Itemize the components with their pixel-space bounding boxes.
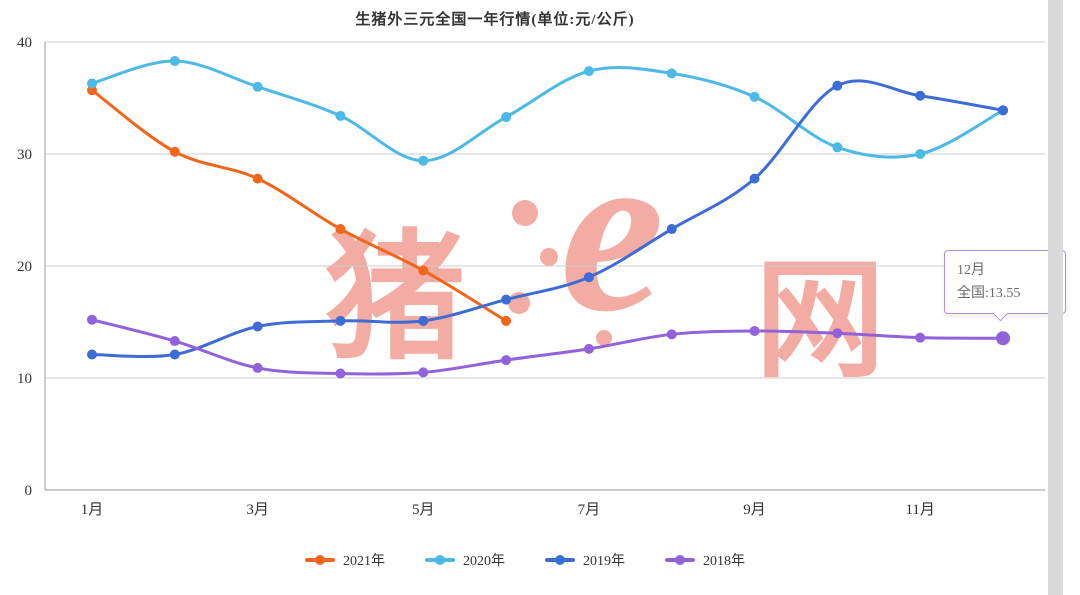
data-point-2019年[interactable] [666,224,677,235]
data-point-2020年[interactable] [335,110,346,121]
legend-marker-2019-icon [545,555,575,565]
data-point-2019年[interactable] [832,80,843,91]
data-point-2020年[interactable] [418,155,429,166]
data-point-2019年[interactable] [418,315,429,326]
data-point-2020年[interactable] [749,91,760,102]
legend-item-2018[interactable]: 2018年 [665,550,745,570]
data-point-2020年[interactable] [583,66,594,77]
legend-label: 2021年 [343,554,385,569]
data-point-2018年[interactable] [832,328,843,339]
legend-item-2019[interactable]: 2019年 [545,550,625,570]
data-point-2019年[interactable] [749,173,760,184]
legend-marker-2018-icon [665,555,695,565]
y-axis-tick-label: 10 [17,371,32,387]
data-point-2021年[interactable] [501,315,512,326]
x-axis-tick-label: 3月 [246,502,269,518]
data-point-2018年[interactable] [749,325,760,336]
data-point-2021年[interactable] [252,173,263,184]
data-point-2020年[interactable] [915,149,926,159]
data-point-2020年[interactable] [87,78,97,89]
data-point-2019年[interactable] [998,105,1008,116]
data-point-2020年[interactable] [501,112,512,123]
legend-label: 2019年 [583,554,625,569]
data-point-2018年[interactable] [666,329,677,340]
series-line-2018年 [90,318,1005,376]
tooltip: 12月 全国:13.55 [944,250,1066,322]
data-point-2018年[interactable] [915,332,926,343]
legend-label: 2018年 [703,554,745,569]
data-point-2020年[interactable] [169,56,180,67]
x-axis-tick-label: 5月 [412,502,435,518]
y-axis-tick-label: 30 [17,147,32,163]
data-point-2020年[interactable] [832,142,843,153]
legend-marker-2021-icon [305,555,335,565]
data-point-2019年[interactable] [335,315,346,326]
series-line-2021年 [90,88,508,323]
data-point-2019年[interactable] [87,349,97,360]
data-point-2018年[interactable] [335,368,346,379]
data-point-2019年[interactable] [169,349,180,360]
data-point-2021年[interactable] [335,224,346,235]
data-point-2018年[interactable] [418,367,429,378]
tooltip-month: 12月 [957,263,985,278]
y-axis-tick-label: 40 [17,35,32,51]
x-axis-tick-label: 11月 [905,502,934,518]
data-point-2021年[interactable] [418,265,429,276]
data-point-2019年[interactable] [252,321,263,332]
data-point-2018年[interactable] [501,355,512,366]
data-point-2019年[interactable] [915,90,926,101]
x-axis-tick-label: 7月 [578,502,601,518]
data-point-2021年[interactable] [169,146,180,157]
data-point-2020年[interactable] [252,81,263,92]
data-point-2018年[interactable] [252,362,263,373]
data-point-2019年[interactable] [583,272,594,283]
series-line-2019年 [90,79,1005,359]
legend-marker-2020-icon [425,555,455,565]
data-point-2020年[interactable] [666,68,677,79]
right-scrollbar-track[interactable] [1048,0,1063,595]
data-point-2018年[interactable] [169,336,180,347]
y-axis-tick-label: 20 [17,259,32,275]
data-point-2018年[interactable] [87,314,97,325]
chart-title: 生猪外三元全国一年行情(单位:元/公斤) [355,12,635,28]
legend-item-2020[interactable]: 2020年 [425,550,505,570]
x-axis-tick-label: 9月 [743,502,766,518]
data-point-2018年[interactable] [583,343,594,354]
legend-item-2021[interactable]: 2021年 [305,550,385,570]
legend: 2021年 2020年 2019年 2018年 [0,550,1050,570]
data-point-2019年[interactable] [501,294,512,305]
series-line-2020年 [90,59,1005,163]
data-point-2018年[interactable] [996,331,1010,346]
y-axis-tick-label: 0 [25,483,33,499]
x-axis-tick-label: 1月 [81,502,104,518]
tooltip-value: 全国:13.55 [957,286,1021,301]
legend-label: 2020年 [463,554,505,569]
